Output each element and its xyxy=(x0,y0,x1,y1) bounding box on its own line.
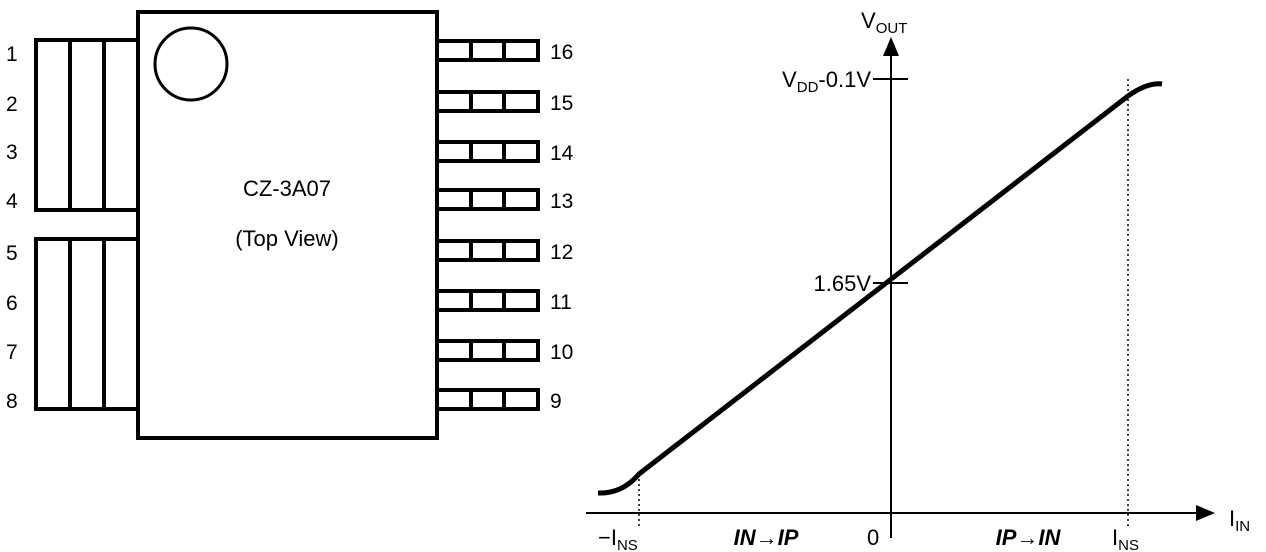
pin-label-15: 15 xyxy=(550,92,573,115)
y-tick-label-vdd: VDD-0.1V xyxy=(782,67,871,96)
pin-label-9: 9 xyxy=(550,390,562,413)
pin-label-16: 16 xyxy=(550,41,573,64)
pin-label-12: 12 xyxy=(550,241,573,264)
pin-label-11: 11 xyxy=(550,291,572,314)
pin1-marker xyxy=(153,26,229,102)
pin-label-10: 10 xyxy=(550,341,573,364)
ic-body xyxy=(136,10,439,440)
x-axis-label: IIN xyxy=(1229,506,1250,535)
y-axis-arrow-icon xyxy=(883,37,899,56)
pin-label-3: 3 xyxy=(6,141,18,164)
pin-16 xyxy=(435,39,540,62)
pin-label-1: 1 xyxy=(6,43,18,66)
pin-15 xyxy=(435,90,540,113)
x-axis-arrow-icon xyxy=(1196,505,1215,521)
pin-label-2: 2 xyxy=(6,93,18,116)
direction-label-positive: IP→IN xyxy=(996,525,1062,550)
output-transfer-curve xyxy=(597,81,1163,496)
pin-13 xyxy=(435,188,540,211)
pin-label-14: 14 xyxy=(550,142,574,165)
x-tick-label-neg: −INS xyxy=(598,525,638,552)
pin-label-8: 8 xyxy=(6,390,18,413)
pin-label-4: 4 xyxy=(6,190,18,213)
right-pins xyxy=(435,39,540,411)
pin-label-13: 13 xyxy=(550,190,573,213)
pin-11 xyxy=(435,289,540,312)
ic-package: CZ-3A07 (Top View) 1 2 3 4 5 6 7 8 16 15… xyxy=(6,10,574,440)
x-tick-label-zero: 0 xyxy=(867,525,879,550)
x-tick-label-pos: INS xyxy=(1112,525,1139,552)
pin-12 xyxy=(435,239,540,262)
chip-view-label: (Top View) xyxy=(235,226,339,251)
y-axis-label: VOUT xyxy=(861,8,907,37)
pin-label-7: 7 xyxy=(6,341,18,364)
pin-14 xyxy=(435,140,540,163)
pin-10 xyxy=(435,339,540,362)
y-tick-label-mid: 1.65V xyxy=(814,271,872,296)
pin-9 xyxy=(435,388,540,411)
pin-label-5: 5 xyxy=(6,242,18,265)
pin-label-6: 6 xyxy=(6,292,18,315)
chip-name: CZ-3A07 xyxy=(243,176,331,201)
transfer-graph: VOUT IIN VDD-0.1V 1.65V −INS 0 INS IN→IP… xyxy=(586,8,1250,552)
left-pin-group-lower xyxy=(34,237,140,411)
left-pin-group-upper xyxy=(34,38,140,212)
direction-label-negative: IN→IP xyxy=(734,525,799,550)
